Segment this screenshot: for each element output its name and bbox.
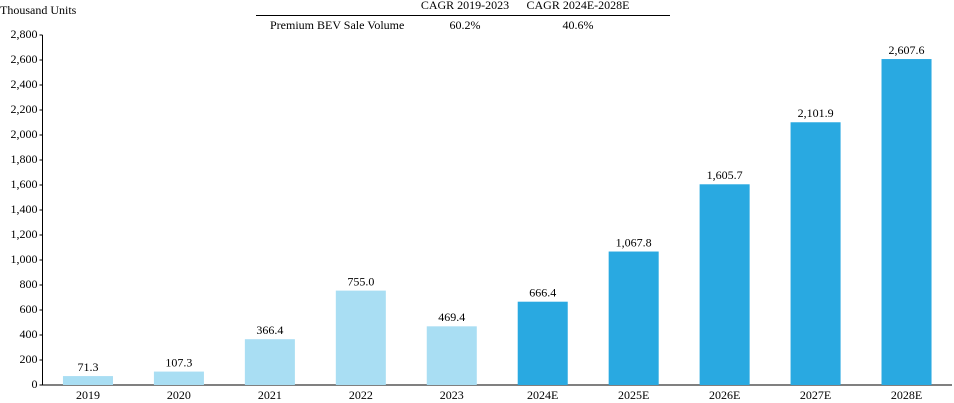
bar bbox=[335, 290, 386, 385]
y-tick-label: 1,600 bbox=[11, 177, 38, 191]
x-tick-label: 2026E bbox=[709, 388, 740, 402]
y-tick-label: 400 bbox=[20, 327, 38, 341]
bar bbox=[608, 251, 659, 385]
value-label: 71.3 bbox=[77, 360, 98, 374]
bar bbox=[62, 376, 113, 385]
value-label: 666.4 bbox=[529, 285, 556, 299]
bar bbox=[881, 59, 932, 386]
value-label: 2,101.9 bbox=[798, 106, 834, 120]
x-tick-label: 2023 bbox=[440, 388, 464, 402]
x-tick-label: 2020 bbox=[167, 388, 191, 402]
bar bbox=[699, 184, 750, 385]
table-cell: 40.6% bbox=[563, 18, 594, 32]
y-tick-label: 1,000 bbox=[11, 252, 38, 266]
bar bbox=[517, 301, 568, 385]
value-label: 366.4 bbox=[256, 323, 283, 337]
table-header: CAGR 2019-2023 bbox=[421, 0, 509, 12]
y-axis-label: Thousand Units bbox=[0, 3, 77, 17]
value-label: 2,607.6 bbox=[889, 43, 925, 57]
x-tick-label: 2021 bbox=[258, 388, 282, 402]
x-tick-label: 2028E bbox=[891, 388, 922, 402]
bar bbox=[426, 326, 477, 385]
y-tick-label: 1,200 bbox=[11, 227, 38, 241]
x-tick-label: 2019 bbox=[76, 388, 100, 402]
value-label: 1,605.7 bbox=[707, 168, 743, 182]
y-tick-label: 800 bbox=[20, 277, 38, 291]
table-cell: 60.2% bbox=[450, 18, 481, 32]
bar bbox=[244, 339, 295, 385]
value-label: 469.4 bbox=[438, 310, 465, 324]
table-header: CAGR 2024E-2028E bbox=[527, 0, 630, 12]
bar bbox=[790, 122, 841, 385]
x-tick-label: 2027E bbox=[800, 388, 831, 402]
y-tick-label: 0 bbox=[32, 377, 38, 391]
x-tick-label: 2025E bbox=[618, 388, 649, 402]
value-label: 755.0 bbox=[347, 274, 374, 288]
table-cell: Premium BEV Sale Volume bbox=[270, 18, 404, 32]
value-label: 107.3 bbox=[165, 355, 192, 369]
x-tick-label: 2024E bbox=[527, 388, 558, 402]
y-tick-label: 2,000 bbox=[11, 127, 38, 141]
y-tick-label: 200 bbox=[20, 352, 38, 366]
value-label: 1,067.8 bbox=[616, 235, 652, 249]
cagr-table: CAGR 2019-2023 CAGR 2024E-2028E Premium … bbox=[256, 0, 670, 32]
y-tick-label: 1,800 bbox=[11, 152, 38, 166]
y-tick-label: 2,200 bbox=[11, 102, 38, 116]
y-tick-label: 1,400 bbox=[11, 202, 38, 216]
y-tick-label: 2,400 bbox=[11, 77, 38, 91]
y-tick-label: 600 bbox=[20, 302, 38, 316]
bar bbox=[153, 371, 204, 385]
x-tick-label: 2022 bbox=[349, 388, 373, 402]
y-tick-label: 2,600 bbox=[11, 52, 38, 66]
y-tick-label: 2,800 bbox=[11, 27, 38, 41]
